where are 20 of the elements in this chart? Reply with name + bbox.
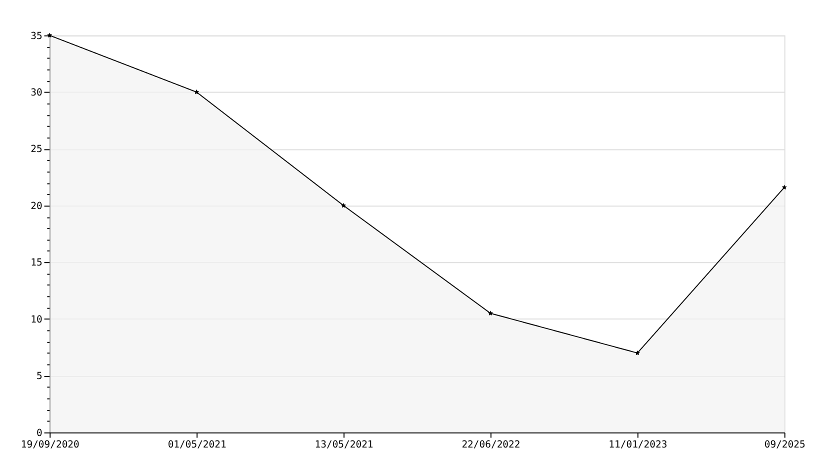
y-tick-label: 0: [36, 428, 42, 439]
y-tick-label: 10: [30, 314, 42, 326]
point: [634, 350, 640, 356]
point: [340, 202, 346, 208]
x-tick-label: 19/09/2020: [20, 440, 80, 450]
point: [488, 310, 494, 316]
y-tick-label: 20: [30, 200, 42, 212]
point: [47, 32, 52, 38]
point: [782, 184, 787, 190]
y-tick-label: 25: [30, 144, 42, 156]
x-tick-label: 13/05/2021: [314, 440, 374, 450]
y-tick-label: 5: [36, 371, 42, 382]
y-tick-label: 30: [30, 87, 42, 98]
x-tick-label: 11/01/2023: [608, 440, 668, 450]
y-tick-label: 15: [30, 258, 42, 269]
y-tick-label: 35: [30, 30, 42, 42]
x-tick-label: 01/05/2021: [168, 440, 226, 450]
x-tick-label: 09/2025: [764, 440, 806, 450]
x-tick-label: 22/06/2022: [462, 440, 520, 450]
point: [194, 89, 200, 94]
